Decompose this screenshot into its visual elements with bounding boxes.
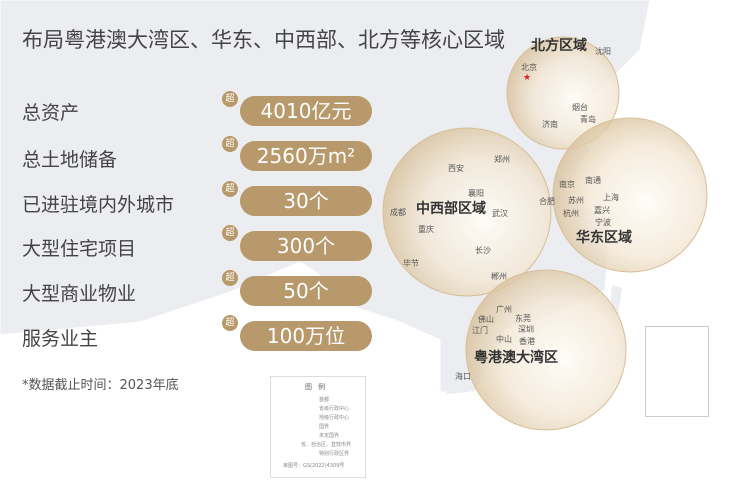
city-label: 中山	[496, 335, 512, 344]
stat-value: 50个	[240, 276, 372, 306]
stat-label: 总土地储备	[22, 149, 118, 171]
region-circle-central-west[interactable]	[382, 127, 552, 297]
stat-value: 2560万m²	[240, 141, 372, 171]
stat-badge: 超	[222, 225, 238, 241]
stat-value: 30个	[240, 186, 372, 216]
city-label: 南京	[559, 180, 575, 189]
stat-value: 300个	[240, 231, 372, 261]
city-label: 武汉	[492, 209, 508, 218]
stat-badge: 超	[222, 181, 238, 197]
city-label: 嘉兴	[594, 206, 610, 215]
map-approval-number: 审图号：GS(2022)4309号	[283, 463, 345, 469]
stat-badge: 超	[222, 91, 238, 107]
legend-item: 特别行政区界	[319, 451, 350, 457]
capital-star-icon: ★	[523, 73, 531, 83]
legend-item: 省、自治区、直辖市界	[301, 442, 352, 448]
stat-badge: 超	[222, 315, 238, 331]
stat-label: 大型住宅项目	[22, 238, 137, 260]
region-circle-east[interactable]	[552, 117, 708, 273]
city-label: 重庆	[418, 225, 434, 234]
city-label: 济南	[542, 120, 558, 129]
city-label: 合肥	[539, 197, 555, 206]
hainan	[442, 366, 470, 394]
region-label-central-west: 中西部区域	[416, 201, 486, 217]
city-label: 郴州	[491, 272, 507, 281]
map-legend: 图例 首都 省级行政中心 地级行政中心 国界 未定国界 省、自治区、直辖市界 特…	[270, 376, 366, 478]
city-label: 苏州	[568, 196, 584, 205]
city-label: 沈阳	[595, 47, 611, 56]
city-label: 广州	[496, 305, 512, 314]
legend-item: 地级行政中心	[319, 415, 350, 421]
region-circle-gba[interactable]	[465, 269, 627, 431]
stat-label: 已进驻境内外城市	[22, 194, 175, 216]
region-circle-north[interactable]	[506, 36, 620, 150]
city-label: 青岛	[580, 115, 596, 124]
city-label: 西安	[448, 164, 464, 173]
city-label: 郑州	[494, 155, 510, 164]
stat-label: 服务业主	[22, 328, 99, 350]
stat-label: 大型商业物业	[22, 283, 137, 305]
stat-badge: 超	[222, 270, 238, 286]
city-label: 海口	[455, 372, 471, 381]
page-title: 布局粤港澳大湾区、华东、中西部、北方等核心区域	[22, 28, 505, 52]
legend-item: 省级行政中心	[319, 406, 350, 412]
city-label: 香港	[519, 337, 535, 346]
footnote: *数据截止时间：2023年底	[22, 378, 179, 393]
city-label: 成都	[390, 208, 406, 217]
stat-value: 100万位	[240, 321, 372, 351]
city-label: 杭州	[563, 209, 579, 218]
city-label: 襄阳	[468, 189, 484, 198]
region-label-gba: 粤港澳大湾区	[474, 350, 558, 366]
city-label: 烟台	[572, 103, 588, 112]
city-label: 宁波	[595, 218, 611, 227]
stat-value: 4010亿元	[240, 96, 372, 126]
legend-item: 国界	[319, 424, 330, 430]
legend-item: 未定国界	[319, 433, 340, 439]
city-label: 长沙	[475, 246, 491, 255]
city-label: 深圳	[518, 325, 534, 334]
region-label-east: 华东区域	[576, 230, 632, 246]
city-label: 南通	[585, 176, 601, 185]
city-label: 毕节	[403, 259, 419, 268]
stat-label: 总资产	[22, 102, 80, 124]
stat-badge: 超	[222, 136, 238, 152]
city-label: 江门	[472, 326, 488, 335]
city-label: 佛山	[478, 315, 494, 324]
city-label: 上海	[603, 193, 619, 202]
south-china-sea-inset	[645, 326, 709, 417]
city-label: 东莞	[515, 314, 531, 323]
legend-title: 图例	[305, 383, 331, 391]
region-label-north: 北方区域	[531, 38, 587, 54]
city-label: 北京	[521, 63, 537, 72]
legend-item: 首都	[319, 397, 330, 403]
